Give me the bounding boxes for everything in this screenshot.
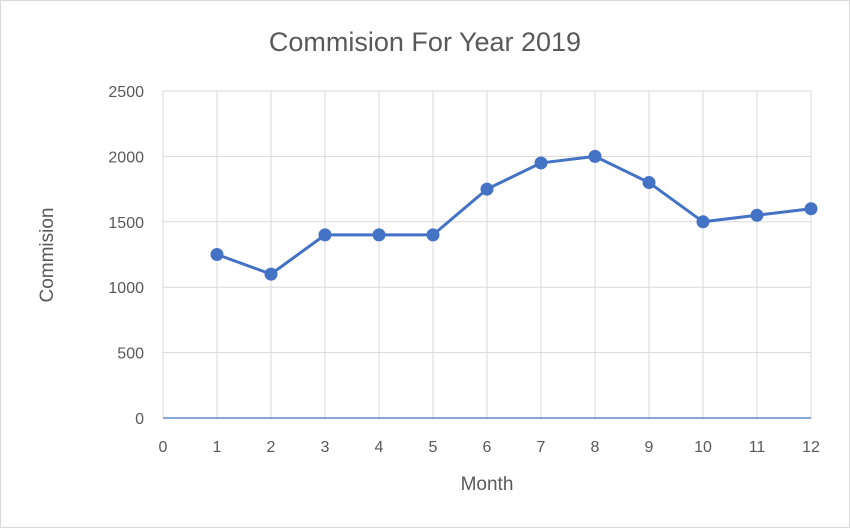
x-tick-label: 12 — [802, 439, 820, 456]
y-tick-label: 2500 — [108, 84, 144, 101]
x-tick-label: 4 — [375, 439, 384, 456]
x-tick-label: 6 — [483, 439, 492, 456]
y-tick-label: 2000 — [108, 149, 144, 166]
data-point — [534, 156, 548, 170]
y-tick-label: 1000 — [108, 280, 144, 297]
x-tick-label: 3 — [321, 439, 330, 456]
x-tick-label: 10 — [694, 439, 712, 456]
data-point — [804, 202, 818, 216]
data-point — [750, 208, 764, 222]
series-commision — [210, 149, 818, 281]
x-tick-label: 5 — [429, 439, 438, 456]
x-axis-tick-labels: 0 1 2 3 4 5 6 7 8 9 10 11 12 — [159, 439, 820, 456]
data-point — [318, 228, 332, 242]
data-point — [642, 176, 656, 190]
data-point — [696, 215, 710, 229]
x-tick-label: 1 — [213, 439, 222, 456]
gridlines — [162, 90, 812, 418]
data-point — [372, 228, 386, 242]
y-axis-tick-labels: 0 500 1000 1500 2000 2500 — [108, 84, 144, 428]
data-point — [480, 182, 494, 196]
data-point — [426, 228, 440, 242]
y-tick-label: 0 — [135, 411, 144, 428]
x-tick-label: 0 — [159, 439, 168, 456]
y-tick-label: 500 — [117, 346, 144, 363]
y-axis-title: Commision — [37, 207, 58, 302]
x-tick-label: 8 — [591, 439, 600, 456]
x-axis-title: Month — [461, 474, 514, 495]
data-point — [210, 248, 224, 261]
y-tick-label: 1500 — [108, 215, 144, 232]
x-tick-label: 9 — [645, 439, 654, 456]
data-point — [588, 149, 602, 163]
x-tick-label: 11 — [749, 439, 766, 456]
x-tick-label: 2 — [267, 439, 276, 456]
data-point — [264, 267, 278, 281]
x-tick-label: 7 — [537, 439, 546, 456]
series-line — [215, 154, 813, 276]
chart-title: Commision For Year 2019 — [269, 27, 581, 57]
